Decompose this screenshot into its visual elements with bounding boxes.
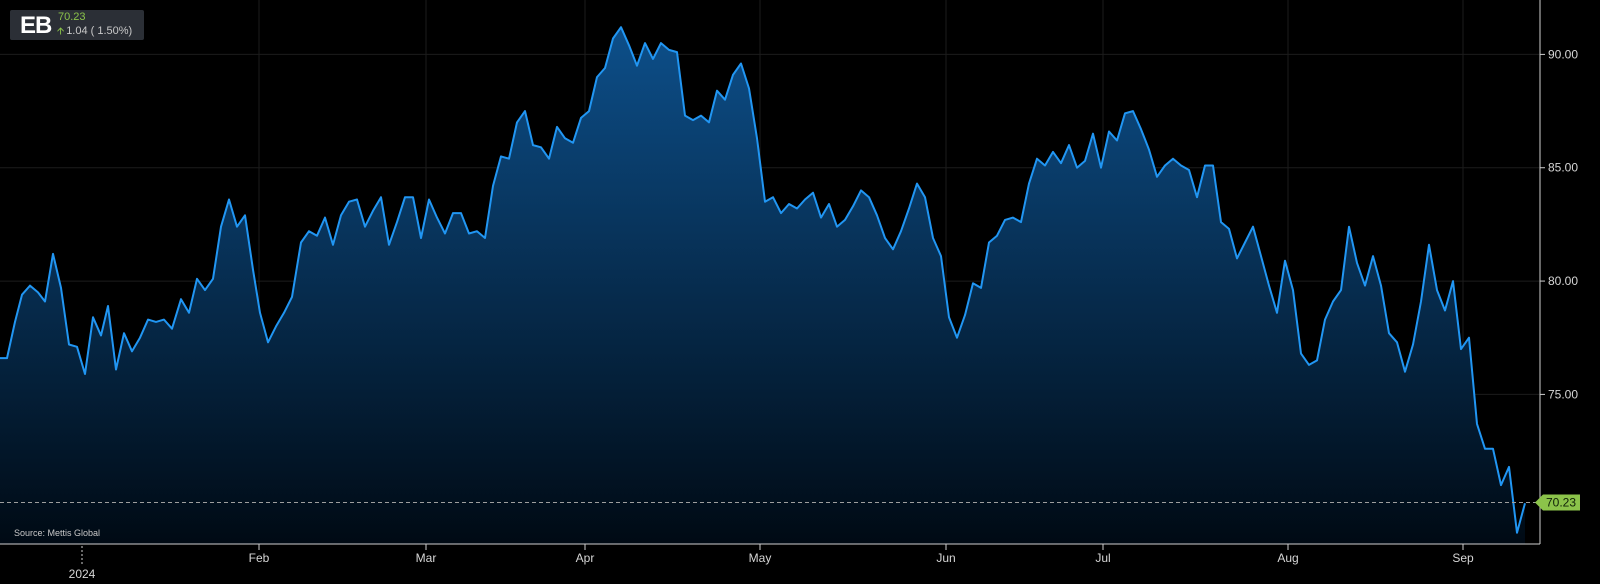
x-axis-ticks: Feb Mar Apr May Jun Jul Aug Sep 2024 — [69, 544, 1474, 581]
source-label: Source: Mettis Global — [14, 528, 101, 538]
ticker-price: 70.23 — [58, 11, 86, 23]
axes — [0, 0, 1541, 545]
ticker-box: EB 70.23 🡩 1.04 ( 1.50%) — [10, 10, 144, 40]
x-tick-label: Mar — [416, 551, 437, 565]
x-tick-label: Jun — [936, 551, 955, 565]
y-tick-label: 75.00 — [1548, 387, 1578, 401]
x-tick-label: Sep — [1452, 551, 1474, 565]
last-price-marker: 70.23 — [0, 494, 1580, 511]
y-axis-ticks: 90.00 85.00 80.00 75.00 — [1540, 47, 1578, 401]
y-tick-label: 90.00 — [1548, 47, 1578, 61]
last-price-tag — [1535, 494, 1580, 511]
x-tick-label: Aug — [1277, 551, 1298, 565]
up-arrow-icon: 🡩 — [57, 26, 65, 37]
ticker-change: 🡩 1.04 ( 1.50%) — [57, 24, 132, 41]
y-tick-label: 80.00 — [1548, 274, 1578, 288]
price-line — [0, 26, 1526, 534]
y-tick-label: 85.00 — [1548, 161, 1578, 175]
x-tick-label: Apr — [576, 551, 595, 565]
price-area — [0, 27, 1525, 544]
ticker-change-value: 1.04 ( 1.50%) — [66, 25, 133, 37]
last-price-label: 70.23 — [1546, 496, 1576, 510]
x-tick-label: May — [749, 551, 772, 565]
year-label: 2024 — [69, 567, 96, 581]
x-tick-label: Jul — [1095, 551, 1110, 565]
ticker-symbol: EB — [20, 12, 52, 39]
x-tick-label: Feb — [249, 551, 270, 565]
